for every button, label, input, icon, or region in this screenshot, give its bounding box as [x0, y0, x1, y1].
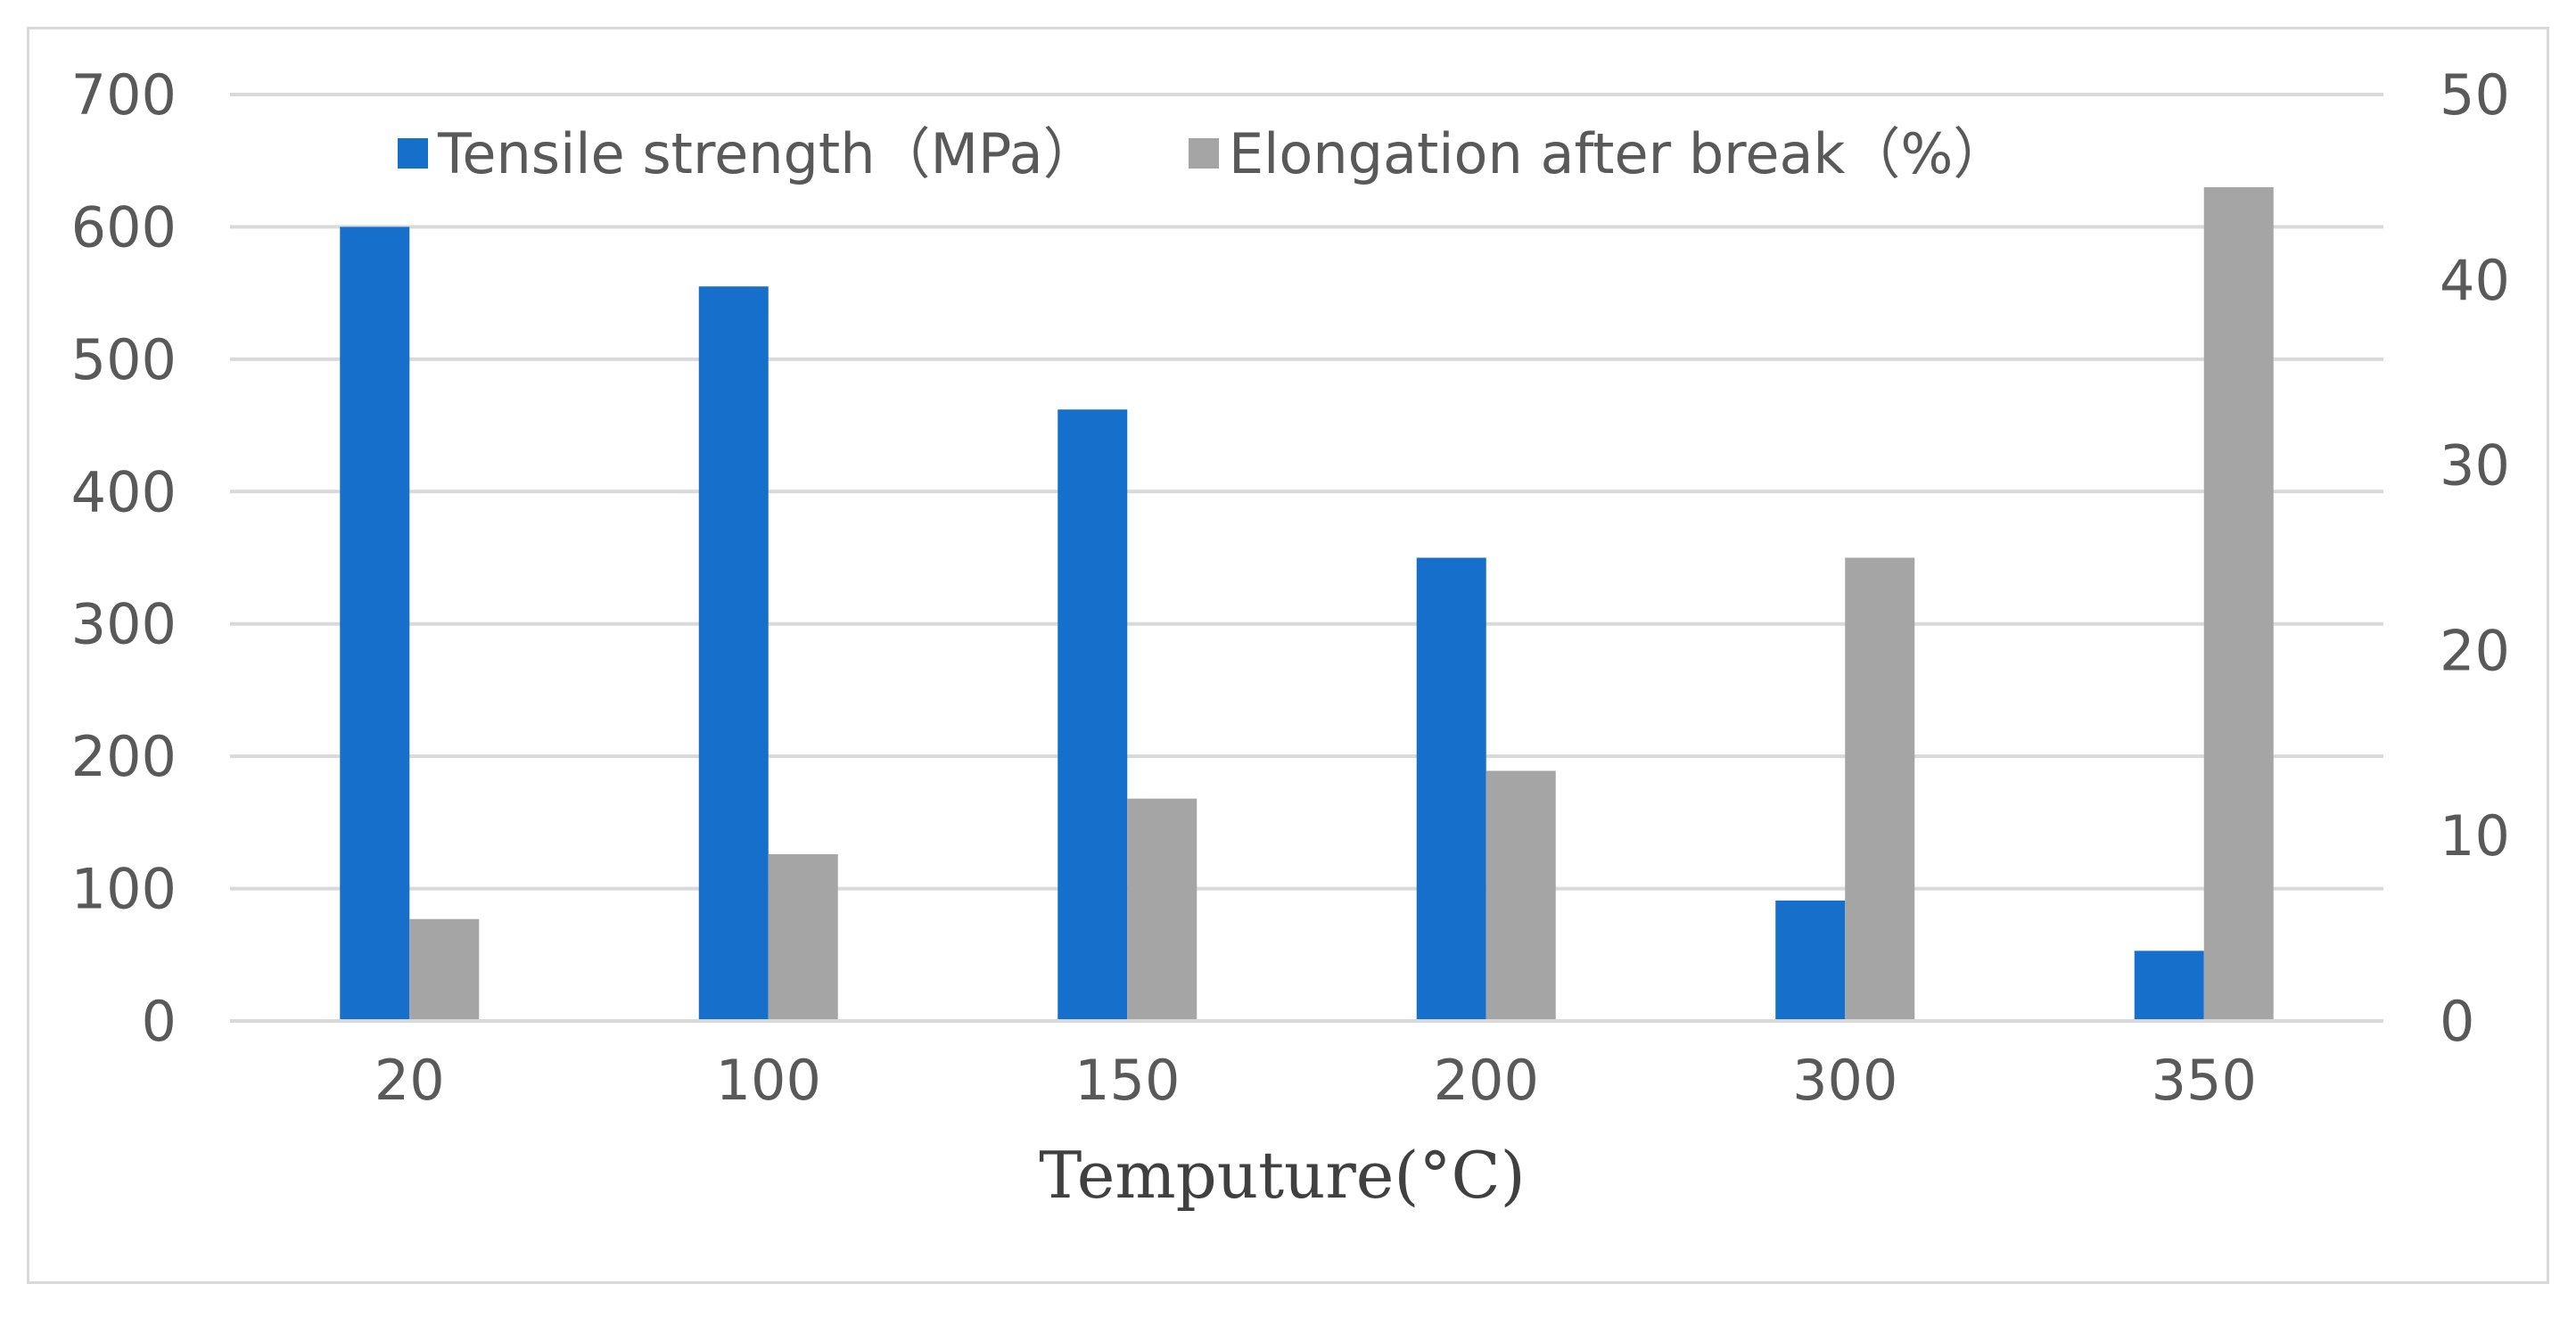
y-tick-label-left: 0	[142, 989, 177, 1054]
bar-tensile-strength	[2134, 951, 2204, 1021]
bar-elongation	[1845, 557, 1915, 1021]
y-tick-label-left: 400	[71, 459, 177, 524]
chart-frame: 0 100 200 300 400 500 600 700 0 10 20 30 40 50 20 100…	[27, 27, 2549, 1284]
bar-tensile-strength	[1775, 900, 1846, 1021]
legend-swatch-tensile-strength	[398, 138, 428, 169]
legend-swatch-elongation	[1189, 138, 1219, 169]
bar-tensile-strength	[698, 286, 769, 1021]
y-tick-label-right: 50	[2440, 62, 2510, 128]
y-axis-left: 0 100 200 300 400 500 600 700	[71, 62, 177, 1054]
y-tick-label-right: 40	[2440, 248, 2510, 313]
x-tick-label: 300	[1792, 1048, 1897, 1113]
y-tick-label-right: 0	[2440, 989, 2474, 1054]
bar-tensile-strength	[1058, 409, 1128, 1021]
bar-elongation	[409, 918, 480, 1021]
bar-elongation	[2203, 186, 2274, 1021]
legend-label-tensile-strength: Tensile strength（MPa）	[437, 121, 1099, 186]
bars	[230, 186, 2383, 1023]
y-tick-label-left: 600	[71, 194, 177, 259]
legend-label-elongation: Elongation after break（%）	[1229, 121, 2008, 186]
x-axis: 20 100 150 200 300 350	[374, 1048, 2257, 1113]
x-tick-label: 150	[1074, 1048, 1180, 1113]
legend: Tensile strength（MPa） Elongation after b…	[398, 121, 2008, 186]
y-tick-label-right: 30	[2440, 433, 2510, 498]
x-tick-label: 100	[716, 1048, 821, 1113]
gridlines	[230, 93, 2383, 1023]
x-axis-title: Temputure(°C)	[1039, 1138, 1525, 1213]
bar-tensile-strength	[340, 226, 410, 1021]
bar-chart: 0 100 200 300 400 500 600 700 0 10 20 30 40 50 20 100…	[71, 62, 2510, 1213]
y-tick-label-right: 10	[2440, 803, 2510, 868]
y-tick-label-left: 100	[71, 857, 177, 922]
y-tick-label-right: 20	[2440, 618, 2510, 683]
x-tick-label: 200	[1434, 1048, 1539, 1113]
bar-elongation	[768, 853, 838, 1021]
y-tick-label-left: 700	[71, 62, 177, 128]
bar-elongation	[1127, 798, 1197, 1021]
y-axis-right: 0 10 20 30 40 50	[2440, 62, 2510, 1054]
bar-elongation	[1486, 770, 1556, 1021]
y-tick-label-left: 500	[71, 327, 177, 392]
bar-tensile-strength	[1416, 557, 1486, 1021]
y-tick-label-left: 200	[71, 724, 177, 789]
y-tick-label-left: 300	[71, 592, 177, 657]
x-tick-label: 20	[374, 1048, 445, 1113]
x-tick-label: 350	[2152, 1048, 2257, 1113]
